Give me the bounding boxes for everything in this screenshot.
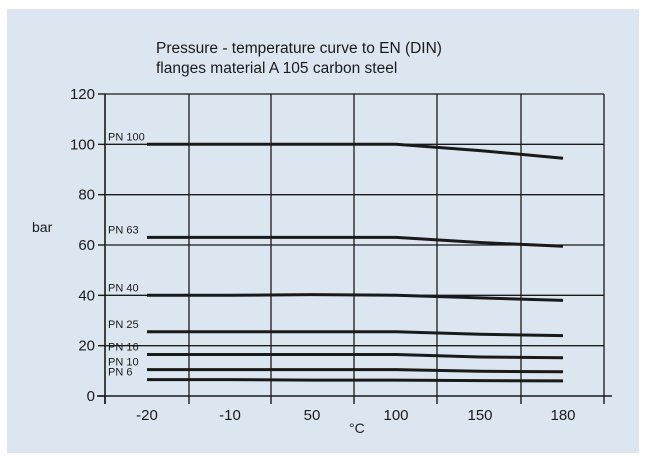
series-line-pn-40 (147, 293, 564, 302)
series-line-pn-6 (147, 378, 564, 383)
y-tick-label-80: 80 (78, 187, 95, 204)
series-label-pn-40: PN 40 (108, 282, 139, 294)
x-tick-label-180: 180 (550, 407, 575, 424)
series-line-pn-100 (147, 142, 564, 160)
x-tick-label--10: -10 (219, 407, 241, 424)
series-line-pn-16 (147, 353, 564, 360)
series-label-pn-10: PN 10 (108, 357, 139, 369)
y-tick-label-120: 120 (70, 86, 95, 103)
chart-subtitle: flanges material A 105 carbon steel (156, 60, 397, 77)
tick-labels: 0 20 40 60 80 100 120 -20 -10 50 100 150 180 (70, 86, 576, 424)
x-tick-label-100: 100 (383, 407, 408, 424)
series-label-pn-100: PN 100 (108, 131, 145, 143)
y-tick-label-60: 60 (78, 237, 95, 254)
series-line-pn-63 (147, 235, 564, 248)
y-axis-label: bar (32, 219, 53, 235)
series-lines (147, 142, 564, 383)
x-tick-label-50: 50 (304, 407, 321, 424)
x-tick-label--20: -20 (136, 407, 158, 424)
series-line-pn-25 (147, 330, 564, 338)
series-label-pn-16: PN 16 (108, 342, 139, 354)
y-tick-label-0: 0 (87, 388, 95, 405)
series-label-pn-63: PN 63 (108, 224, 139, 236)
series-label-pn-6: PN 6 (108, 367, 132, 379)
series-label-pn-25: PN 25 (108, 319, 139, 331)
y-tick-label-20: 20 (78, 338, 95, 355)
axes (97, 93, 612, 404)
x-tick-label-150: 150 (467, 407, 492, 424)
x-axis-label: °C (349, 420, 365, 436)
y-tick-label-40: 40 (78, 287, 95, 304)
series-line-pn-10 (147, 368, 564, 374)
y-tick-label-100: 100 (70, 136, 95, 153)
chart-title: Pressure - temperature curve to EN (DIN) (156, 40, 442, 57)
